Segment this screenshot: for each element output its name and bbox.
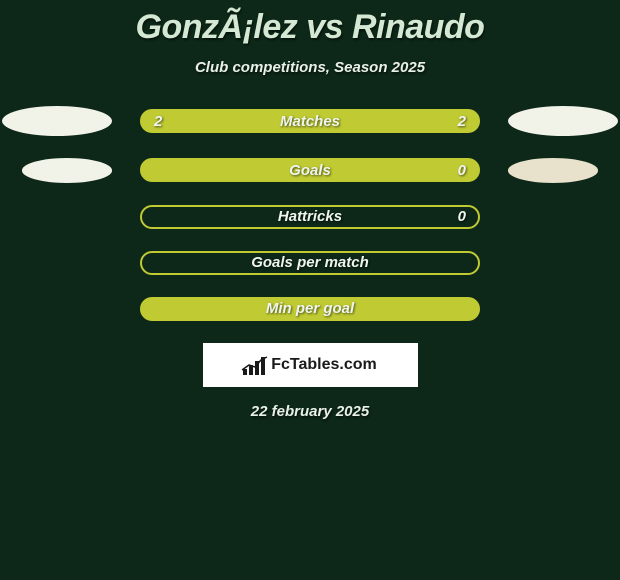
stat-label: Hattricks [278, 208, 342, 225]
comparison-date: 22 february 2025 [0, 403, 620, 420]
stat-row: Min per goal [0, 297, 620, 321]
right-marker [508, 106, 618, 136]
stat-bar: Hattricks 0 [140, 205, 480, 229]
stat-row: Goals 0 [0, 158, 620, 183]
stat-right-value: 2 [458, 113, 466, 130]
stat-bar: Goals 0 [140, 158, 480, 182]
stat-right-value: 0 [458, 208, 466, 225]
left-marker [2, 106, 112, 136]
stat-row: 2 Matches 2 [0, 106, 620, 136]
logo-chart-icon [243, 355, 267, 375]
stat-bar: 2 Matches 2 [140, 109, 480, 133]
stat-right-value: 0 [458, 162, 466, 179]
left-marker [22, 158, 112, 183]
stat-left-value: 2 [154, 113, 162, 130]
stat-row: Hattricks 0 [0, 205, 620, 229]
stat-bar: Goals per match [140, 251, 480, 275]
stat-label: Goals [289, 162, 331, 179]
stat-label: Goals per match [251, 254, 369, 271]
stats-rows: 2 Matches 2 Goals 0 Hattricks 0 Goals per match… [0, 106, 620, 321]
stat-label: Min per goal [266, 300, 354, 317]
comparison-subtitle: Club competitions, Season 2025 [0, 59, 620, 76]
comparison-title: GonzÃ¡lez vs Rinaudo [0, 0, 620, 47]
right-marker [508, 158, 598, 183]
stat-row: Goals per match [0, 251, 620, 275]
stat-bar: Min per goal [140, 297, 480, 321]
stat-label: Matches [280, 113, 340, 130]
source-logo: FcTables.com [203, 343, 418, 387]
logo-text: FcTables.com [271, 356, 377, 374]
